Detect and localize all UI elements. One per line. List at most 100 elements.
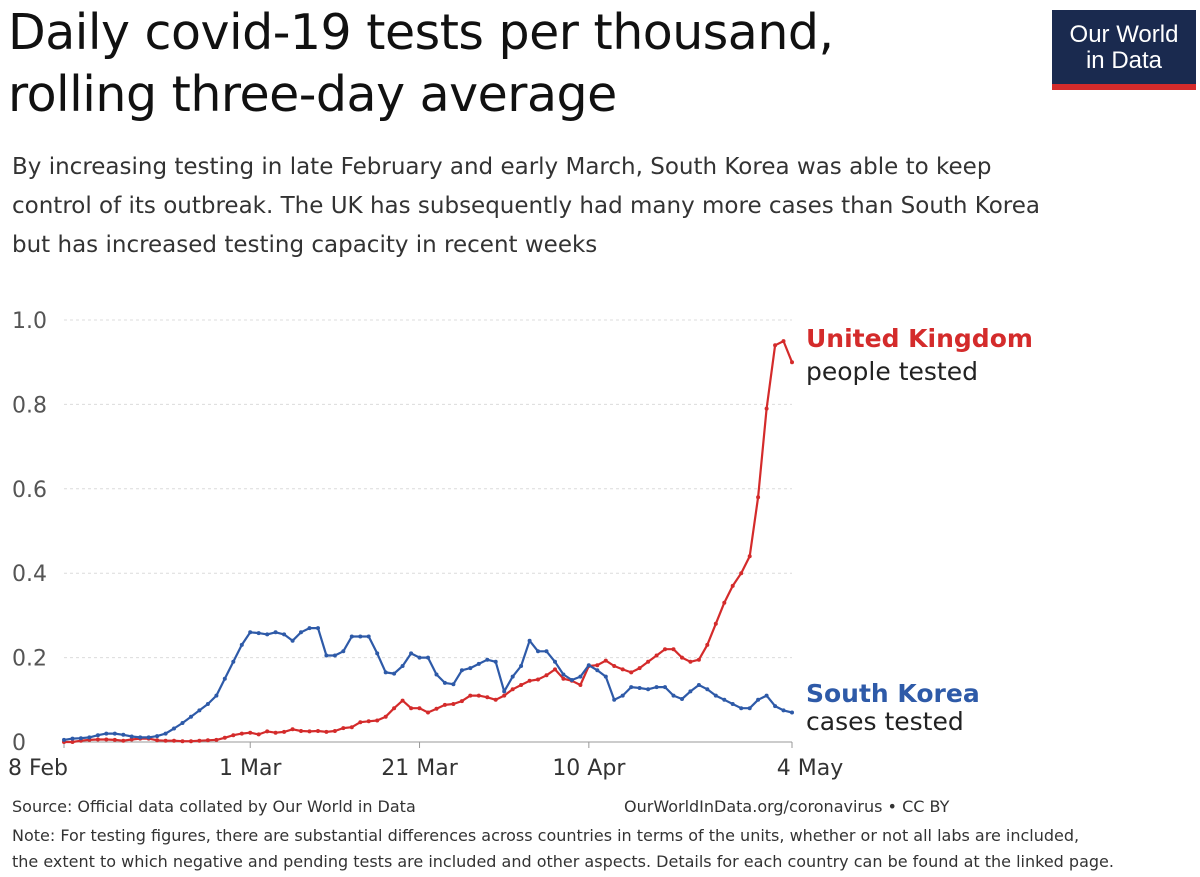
data-point[interactable] — [553, 659, 557, 664]
data-point[interactable] — [620, 667, 625, 672]
data-point[interactable] — [730, 702, 735, 706]
data-point[interactable] — [358, 720, 363, 725]
data-point[interactable] — [231, 733, 236, 738]
data-point[interactable] — [459, 668, 464, 673]
data-point[interactable] — [112, 737, 117, 742]
data-point[interactable] — [189, 714, 193, 719]
data-point[interactable] — [493, 697, 498, 702]
data-point[interactable] — [222, 735, 227, 740]
data-point[interactable] — [95, 737, 100, 742]
data-point[interactable] — [756, 697, 761, 702]
data-point[interactable] — [146, 735, 151, 740]
data-point[interactable] — [366, 719, 371, 724]
data-point[interactable] — [663, 647, 667, 652]
data-point[interactable] — [781, 708, 786, 713]
data-point[interactable] — [459, 699, 464, 704]
data-point[interactable] — [510, 674, 515, 679]
data-point[interactable] — [273, 630, 278, 635]
data-point[interactable] — [713, 693, 718, 698]
data-point[interactable] — [299, 729, 303, 733]
data-point[interactable] — [248, 730, 253, 735]
data-point[interactable] — [121, 732, 126, 737]
data-point[interactable] — [696, 683, 701, 687]
data-point[interactable] — [646, 687, 651, 692]
data-point[interactable] — [476, 661, 481, 666]
data-point[interactable] — [468, 666, 473, 671]
data-point[interactable] — [273, 730, 278, 735]
data-point[interactable] — [222, 676, 227, 681]
data-point[interactable] — [155, 738, 160, 743]
data-point[interactable] — [392, 671, 397, 676]
data-point[interactable] — [722, 600, 727, 605]
data-point[interactable] — [256, 631, 261, 636]
data-point[interactable] — [324, 729, 329, 734]
data-point[interactable] — [688, 689, 693, 694]
data-point[interactable] — [324, 653, 329, 658]
data-point[interactable] — [569, 678, 574, 682]
data-point[interactable] — [214, 693, 219, 698]
data-point[interactable] — [696, 657, 701, 662]
data-point[interactable] — [87, 735, 92, 740]
data-point[interactable] — [290, 727, 295, 732]
data-point[interactable] — [417, 655, 422, 660]
data-point[interactable] — [426, 655, 430, 660]
data-point[interactable] — [561, 676, 566, 681]
data-point[interactable] — [282, 729, 287, 734]
data-point[interactable] — [316, 729, 320, 733]
data-point[interactable] — [265, 729, 270, 734]
data-point[interactable] — [705, 642, 710, 647]
data-point[interactable] — [434, 706, 439, 711]
data-point[interactable] — [773, 704, 778, 709]
data-point[interactable] — [536, 649, 540, 654]
data-point[interactable] — [527, 638, 532, 643]
data-point[interactable] — [95, 733, 100, 738]
data-point[interactable] — [70, 740, 75, 744]
data-point[interactable] — [375, 651, 380, 656]
data-point[interactable] — [536, 677, 540, 682]
data-point[interactable] — [553, 667, 557, 672]
data-point[interactable] — [722, 697, 727, 702]
data-point[interactable] — [163, 738, 168, 743]
data-point[interactable] — [637, 666, 642, 671]
data-point[interactable] — [307, 729, 312, 734]
data-point[interactable] — [756, 495, 761, 500]
data-point[interactable] — [612, 664, 617, 668]
data-point[interactable] — [603, 674, 608, 679]
data-point[interactable] — [62, 737, 66, 742]
data-point[interactable] — [451, 702, 456, 706]
data-point[interactable] — [78, 736, 83, 741]
data-point[interactable] — [468, 693, 473, 698]
data-point[interactable] — [214, 737, 219, 742]
data-point[interactable] — [256, 732, 261, 737]
data-point[interactable] — [680, 697, 684, 701]
data-point[interactable] — [680, 655, 684, 660]
data-point[interactable] — [544, 673, 549, 678]
data-point[interactable] — [764, 406, 769, 411]
data-point[interactable] — [781, 339, 786, 344]
data-point[interactable] — [112, 731, 117, 736]
data-point[interactable] — [654, 653, 659, 658]
data-point[interactable] — [104, 737, 109, 742]
data-point[interactable] — [138, 735, 143, 740]
data-point[interactable] — [180, 739, 185, 744]
data-point[interactable] — [620, 693, 625, 698]
data-point[interactable] — [629, 685, 634, 690]
owid-logo[interactable]: Our World in Data — [1052, 10, 1196, 90]
data-point[interactable] — [383, 670, 388, 675]
data-point[interactable] — [612, 697, 617, 702]
data-point[interactable] — [366, 634, 371, 639]
data-point[interactable] — [349, 634, 354, 639]
data-point[interactable] — [129, 734, 134, 739]
data-point[interactable] — [713, 621, 718, 626]
data-point[interactable] — [790, 360, 794, 365]
data-point[interactable] — [205, 702, 210, 706]
data-point[interactable] — [705, 687, 710, 692]
data-point[interactable] — [595, 663, 600, 668]
data-point[interactable] — [316, 626, 320, 631]
data-point[interactable] — [493, 659, 498, 664]
data-point[interactable] — [739, 706, 744, 711]
data-point[interactable] — [248, 630, 253, 635]
data-point[interactable] — [239, 642, 244, 647]
data-point[interactable] — [527, 678, 532, 683]
data-point[interactable] — [375, 718, 380, 723]
